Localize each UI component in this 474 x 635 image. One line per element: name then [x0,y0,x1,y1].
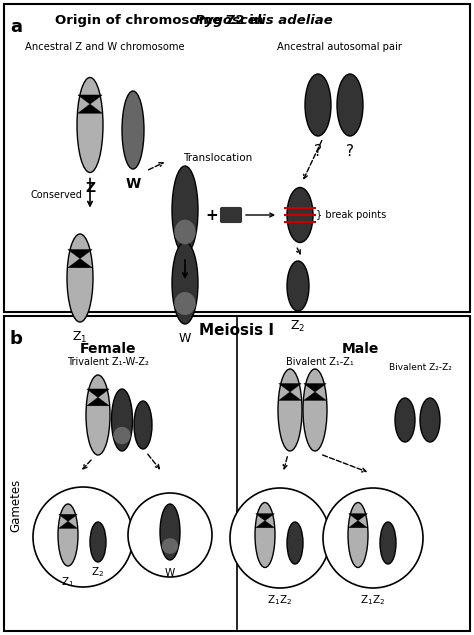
Text: Pygoscelis adeliae: Pygoscelis adeliae [195,14,333,27]
Polygon shape [349,521,367,528]
Text: a: a [10,18,22,36]
Text: W: W [126,177,141,191]
Text: +: + [206,208,219,222]
Polygon shape [255,521,274,528]
Ellipse shape [287,261,309,311]
Polygon shape [78,95,102,104]
Ellipse shape [160,504,180,560]
Ellipse shape [111,389,133,451]
Text: Origin of chromosome Z2 in: Origin of chromosome Z2 in [55,14,268,27]
Polygon shape [279,384,301,392]
Text: Translocation: Translocation [183,153,253,163]
Text: Z$_1$: Z$_1$ [62,575,74,589]
Text: Z$_2$: Z$_2$ [291,319,306,334]
Ellipse shape [395,398,415,442]
Ellipse shape [255,502,275,568]
Text: Z$_1$Z$_2$: Z$_1$Z$_2$ [267,593,292,607]
Ellipse shape [33,487,133,587]
Text: Trivalent Z₁-W-Z₂: Trivalent Z₁-W-Z₂ [67,357,149,367]
Polygon shape [279,392,301,401]
Polygon shape [255,514,274,521]
Ellipse shape [58,504,78,566]
Text: Conserved: Conserved [30,189,82,199]
Polygon shape [304,384,326,392]
Ellipse shape [287,522,303,564]
Ellipse shape [172,242,198,324]
Ellipse shape [134,401,152,449]
Ellipse shape [86,375,110,455]
Ellipse shape [67,234,93,322]
Ellipse shape [113,427,131,444]
Polygon shape [68,258,92,268]
Ellipse shape [323,488,423,588]
Ellipse shape [174,292,196,315]
Ellipse shape [278,369,302,451]
Text: Bivalent Z₂-Z₂: Bivalent Z₂-Z₂ [389,363,451,372]
Text: Ancestral autosomal pair: Ancestral autosomal pair [277,42,402,52]
Text: W: W [179,332,191,345]
Ellipse shape [337,74,363,136]
Ellipse shape [420,398,440,442]
Text: } break points: } break points [316,210,386,220]
Ellipse shape [77,77,103,173]
Text: Ancestral Z and W chromosome: Ancestral Z and W chromosome [25,42,185,52]
Text: Z$_1$Z$_2$: Z$_1$Z$_2$ [360,593,385,607]
Text: ?: ? [314,144,322,159]
Bar [4,4,470,312]
Text: Z: Z [85,180,95,194]
Text: Male: Male [341,342,379,356]
Ellipse shape [90,522,106,562]
Text: b: b [10,330,23,348]
Text: ?: ? [346,144,354,159]
Polygon shape [68,250,92,258]
Ellipse shape [287,187,313,243]
Polygon shape [59,514,77,521]
Text: Bivalent Z₁-Z₁: Bivalent Z₁-Z₁ [286,357,354,367]
Text: W: W [165,568,175,578]
Bar [4,316,470,631]
Text: Gametes: Gametes [9,478,22,531]
Polygon shape [304,392,326,401]
Polygon shape [59,521,77,528]
Text: Z$_2$: Z$_2$ [91,565,105,578]
Ellipse shape [172,166,198,254]
Ellipse shape [162,538,178,554]
Text: Meiosis I: Meiosis I [200,323,274,338]
Ellipse shape [380,522,396,564]
Polygon shape [87,389,109,398]
FancyBboxPatch shape [220,208,241,222]
Text: Z$_1$: Z$_1$ [73,330,88,345]
Polygon shape [87,398,109,406]
Ellipse shape [230,488,330,588]
Text: Female: Female [80,342,136,356]
Ellipse shape [174,220,196,244]
Ellipse shape [128,493,212,577]
Ellipse shape [303,369,327,451]
Ellipse shape [122,91,144,169]
Polygon shape [78,104,102,113]
Polygon shape [349,514,367,521]
Ellipse shape [348,502,368,568]
Ellipse shape [305,74,331,136]
